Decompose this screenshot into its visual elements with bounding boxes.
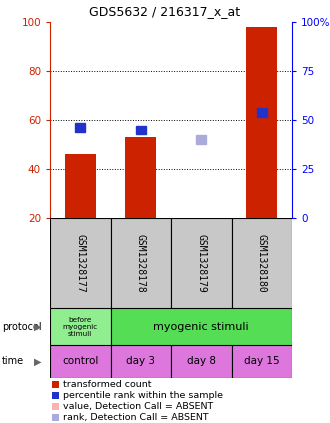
Bar xyxy=(196,135,206,144)
Bar xyxy=(171,218,232,308)
Text: day 8: day 8 xyxy=(187,357,216,366)
Text: control: control xyxy=(62,357,98,366)
Text: GSM1328177: GSM1328177 xyxy=(75,233,85,292)
Bar xyxy=(52,403,59,410)
Text: ▶: ▶ xyxy=(34,357,42,366)
Text: value, Detection Call = ABSENT: value, Detection Call = ABSENT xyxy=(63,402,213,411)
Text: GDS5632 / 216317_x_at: GDS5632 / 216317_x_at xyxy=(89,5,241,19)
Bar xyxy=(50,345,111,378)
Bar xyxy=(246,27,278,218)
Bar xyxy=(76,123,85,132)
Bar xyxy=(50,218,111,308)
Bar xyxy=(50,308,111,345)
Text: rank, Detection Call = ABSENT: rank, Detection Call = ABSENT xyxy=(63,413,209,422)
Text: GSM1328179: GSM1328179 xyxy=(196,233,206,292)
Bar xyxy=(65,154,96,218)
Bar xyxy=(52,414,59,421)
Text: transformed count: transformed count xyxy=(63,380,151,389)
Bar xyxy=(136,126,146,134)
Bar xyxy=(52,392,59,399)
Text: ▶: ▶ xyxy=(34,321,42,332)
Bar xyxy=(111,218,171,308)
Text: protocol: protocol xyxy=(2,321,42,332)
Bar xyxy=(125,137,156,218)
Text: day 3: day 3 xyxy=(126,357,155,366)
Text: time: time xyxy=(2,357,24,366)
Bar xyxy=(171,345,232,378)
Text: myogenic stimuli: myogenic stimuli xyxy=(153,321,249,332)
Bar xyxy=(232,218,292,308)
Text: before
myogenic
stimuli: before myogenic stimuli xyxy=(63,316,98,337)
Bar xyxy=(232,345,292,378)
Text: GSM1328178: GSM1328178 xyxy=(136,233,146,292)
Bar xyxy=(111,345,171,378)
Text: day 15: day 15 xyxy=(244,357,280,366)
Bar xyxy=(52,381,59,388)
Bar xyxy=(257,108,267,117)
Text: percentile rank within the sample: percentile rank within the sample xyxy=(63,391,223,400)
Text: GSM1328180: GSM1328180 xyxy=(257,233,267,292)
Bar xyxy=(111,308,292,345)
